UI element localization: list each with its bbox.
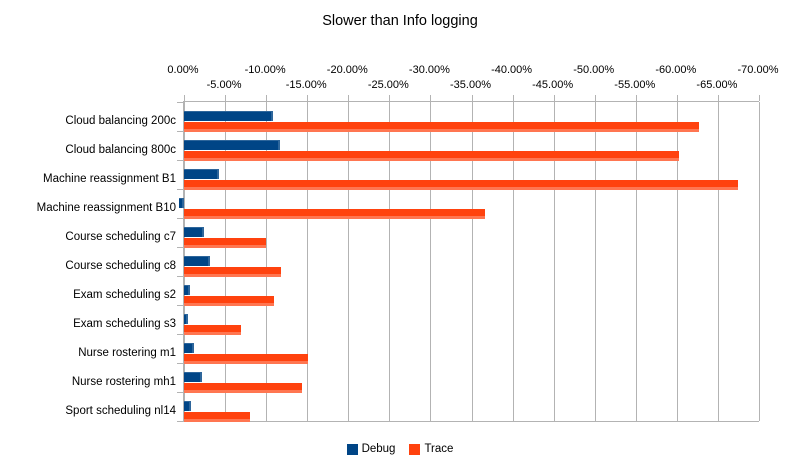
x-tick-label: -45.00%	[532, 79, 574, 91]
x-tick-label: -70.00%	[737, 64, 779, 76]
x-tick-label: -5.00%	[206, 79, 242, 91]
x-axis-tick	[595, 95, 596, 101]
trace-bar	[184, 180, 738, 190]
debug-swatch-icon	[346, 443, 358, 455]
x-axis-tick	[677, 95, 678, 101]
x-tick-label: -35.00%	[450, 79, 491, 91]
gridline	[430, 102, 431, 421]
gridline	[759, 102, 760, 421]
gridline	[307, 102, 308, 421]
legend: Debug Trace	[0, 443, 800, 455]
gridline	[266, 102, 267, 421]
debug-bar	[184, 140, 280, 150]
legend-entry-debug: Debug	[346, 443, 396, 455]
trace-bar	[184, 354, 308, 364]
x-axis-tick	[184, 95, 185, 101]
trace-bar	[184, 412, 250, 422]
y-axis-tick	[177, 421, 183, 422]
trace-bar	[184, 267, 281, 277]
y-axis-tick	[177, 334, 183, 335]
gridline	[389, 102, 390, 421]
category-label: Sport scheduling nl14	[65, 405, 176, 417]
category-label: Course scheduling c7	[65, 231, 176, 243]
x-tick-label: -30.00%	[408, 64, 450, 76]
trace-bar	[184, 122, 699, 132]
gridline	[718, 102, 719, 421]
x-axis-tick	[759, 95, 760, 101]
x-axis-tick	[513, 95, 514, 101]
x-tick-label: -25.00%	[367, 79, 409, 91]
trace-bar	[184, 325, 241, 335]
legend-label: Trace	[424, 443, 454, 455]
x-axis-tick	[348, 95, 349, 101]
y-axis-tick	[177, 160, 183, 161]
category-label: Cloud balancing 200c	[65, 115, 176, 127]
category-label: Nurse rostering m1	[78, 347, 176, 359]
x-axis-tick	[225, 95, 226, 101]
category-label: Machine reassignment B10	[36, 202, 176, 214]
x-axis-tick	[472, 95, 473, 101]
gridline	[554, 102, 555, 421]
x-tick-label: -40.00%	[491, 64, 533, 76]
gridline	[636, 102, 637, 421]
x-axis-tick	[389, 95, 390, 101]
x-tick-label: -15.00%	[285, 79, 327, 91]
y-axis-tick	[177, 218, 183, 219]
x-axis-tick	[430, 95, 431, 101]
debug-bar	[184, 111, 273, 121]
plot-area	[177, 95, 760, 422]
category-label: Exam scheduling s3	[73, 318, 176, 330]
x-axis-tick	[718, 95, 719, 101]
debug-bar	[184, 314, 188, 324]
y-axis-tick	[177, 276, 183, 277]
y-axis-tick	[177, 189, 183, 190]
legend-label: Debug	[361, 443, 396, 455]
x-tick-label: -55.00%	[614, 79, 656, 91]
gridline	[595, 102, 596, 421]
y-axis-tick	[177, 247, 183, 248]
category-label: Cloud balancing 800c	[65, 144, 176, 156]
y-axis-tick	[177, 363, 183, 364]
x-tick-label: 0.00%	[167, 64, 199, 76]
category-label: Machine reassignment B1	[43, 173, 176, 185]
x-tick-label: -10.00%	[244, 64, 286, 76]
x-axis-tick	[636, 95, 637, 101]
x-tick-label: -20.00%	[326, 64, 368, 76]
chart-title: Slower than Info logging	[322, 13, 478, 29]
gridline	[513, 102, 514, 421]
x-tick-label: -50.00%	[573, 64, 615, 76]
y-axis-tick	[177, 392, 183, 393]
category-label: Exam scheduling s2	[73, 289, 176, 301]
trace-swatch-icon	[409, 443, 421, 455]
y-axis-tick	[177, 305, 183, 306]
debug-bar	[184, 401, 191, 411]
trace-bar	[184, 383, 302, 393]
y-axis-tick	[177, 102, 183, 103]
debug-bar	[184, 227, 204, 237]
trace-bar	[184, 151, 679, 161]
debug-bar	[184, 343, 194, 353]
legend-entry-trace: Trace	[409, 443, 453, 455]
trace-bar	[184, 296, 274, 306]
x-tick-label: -65.00%	[696, 79, 738, 91]
x-axis-tick	[307, 95, 308, 101]
debug-bar	[179, 198, 184, 208]
debug-bar	[184, 169, 219, 179]
debug-bar	[184, 256, 210, 266]
x-axis-tick	[554, 95, 555, 101]
category-label: Nurse rostering mh1	[71, 376, 176, 388]
gridline	[472, 102, 473, 421]
trace-bar	[184, 238, 266, 248]
x-tick-label: -60.00%	[655, 64, 697, 76]
gridline	[348, 102, 349, 421]
x-axis-tick	[266, 95, 267, 101]
gridline	[677, 102, 678, 421]
debug-bar	[184, 285, 190, 295]
trace-bar	[184, 209, 485, 219]
category-label: Course scheduling c8	[65, 260, 176, 272]
y-axis-tick	[177, 131, 183, 132]
debug-bar	[184, 372, 202, 382]
gridline	[225, 102, 226, 421]
